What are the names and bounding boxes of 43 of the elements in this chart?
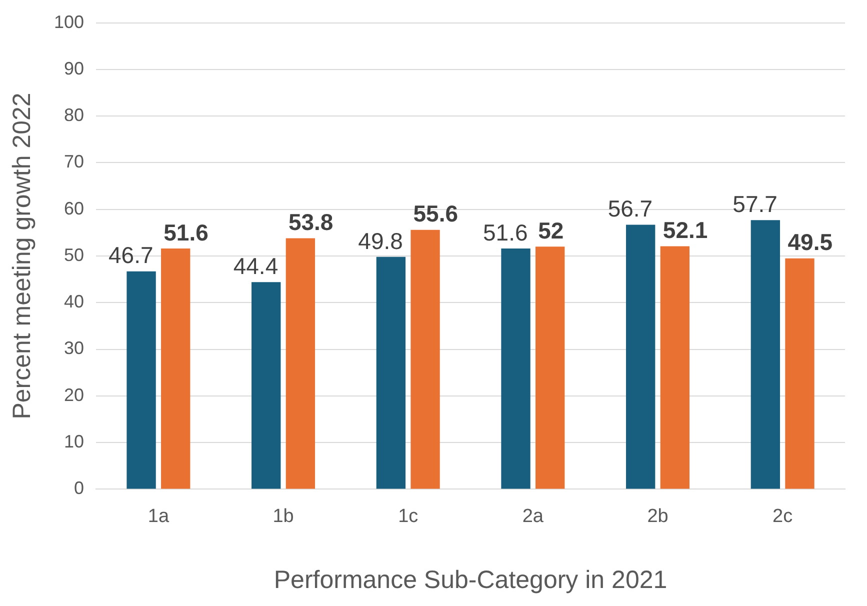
x-axis-title: Performance Sub-Category in 2021 bbox=[274, 566, 668, 594]
bar bbox=[161, 248, 190, 489]
bar bbox=[660, 246, 690, 489]
x-tick-label: 2a bbox=[522, 506, 544, 527]
y-tick-label: 60 bbox=[64, 198, 84, 218]
x-tick-label: 1b bbox=[272, 506, 294, 527]
data-label: 53.8 bbox=[288, 209, 334, 236]
data-label: 51.6 bbox=[164, 219, 208, 246]
bar bbox=[501, 248, 530, 489]
bar bbox=[252, 282, 281, 489]
bar bbox=[410, 230, 440, 489]
data-label: 44.4 bbox=[233, 252, 278, 279]
bar bbox=[126, 271, 156, 489]
y-tick-label: 0 bbox=[74, 478, 84, 498]
data-label: 52 bbox=[538, 218, 564, 244]
y-tick-label: 50 bbox=[64, 244, 84, 265]
y-tick-label: 70 bbox=[64, 152, 84, 172]
x-tick-label: 1c bbox=[398, 506, 418, 527]
bar bbox=[536, 246, 565, 489]
y-tick-label: 100 bbox=[54, 12, 84, 32]
y-tick-label: 20 bbox=[64, 384, 84, 405]
y-tick-label: 10 bbox=[64, 432, 84, 452]
bar bbox=[376, 256, 406, 489]
x-tick-label: 2c bbox=[772, 506, 793, 527]
data-label: 51.6 bbox=[483, 219, 528, 246]
data-label: 56.7 bbox=[608, 196, 653, 222]
data-label: 57.7 bbox=[732, 190, 778, 217]
data-label: 55.6 bbox=[413, 200, 458, 227]
bar bbox=[785, 258, 814, 489]
bar bbox=[286, 238, 316, 489]
x-tick-label: 1a bbox=[148, 506, 170, 527]
bar bbox=[626, 224, 656, 489]
data-label: 52.1 bbox=[662, 217, 708, 244]
data-label: 49.5 bbox=[788, 229, 833, 256]
data-label: 49.8 bbox=[358, 228, 403, 254]
data-label: 46.7 bbox=[108, 242, 154, 268]
y-tick-label: 80 bbox=[64, 105, 84, 126]
y-tick-label: 30 bbox=[64, 338, 84, 358]
y-tick-label: 40 bbox=[64, 292, 84, 312]
y-tick-label: 90 bbox=[64, 58, 84, 78]
x-tick-label: 2b bbox=[647, 506, 668, 527]
bar bbox=[750, 220, 780, 489]
y-axis-title: Percent meeting growth 2022 bbox=[8, 92, 36, 420]
